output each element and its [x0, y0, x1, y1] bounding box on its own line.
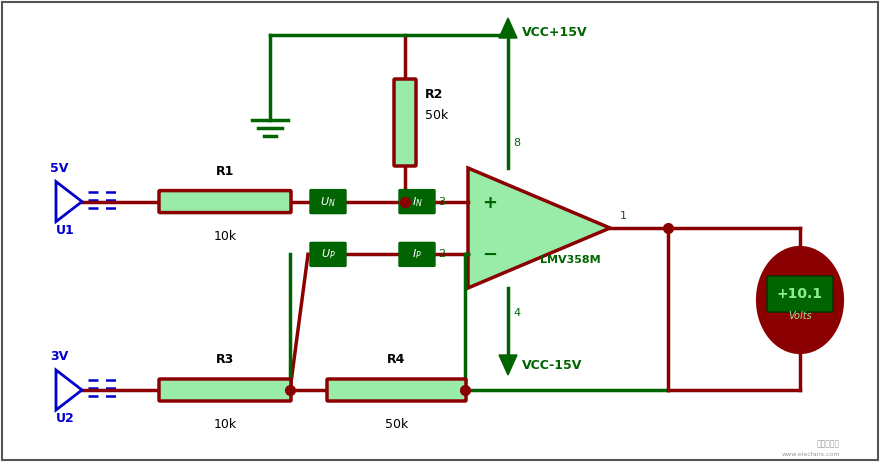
Polygon shape	[468, 168, 610, 288]
FancyBboxPatch shape	[159, 191, 291, 213]
FancyBboxPatch shape	[310, 242, 346, 266]
Text: $I_N$: $I_N$	[412, 195, 422, 208]
Text: +: +	[482, 193, 497, 212]
Text: 2: 2	[438, 249, 445, 259]
Text: 10k: 10k	[214, 230, 237, 243]
Text: −: −	[799, 334, 811, 350]
Text: 1: 1	[620, 211, 627, 221]
Text: VCC+15V: VCC+15V	[522, 26, 588, 39]
Text: R4: R4	[387, 353, 406, 366]
Text: 50k: 50k	[425, 108, 448, 121]
FancyBboxPatch shape	[399, 190, 435, 213]
Text: 3: 3	[438, 197, 445, 206]
Text: U2: U2	[56, 412, 75, 425]
FancyBboxPatch shape	[394, 79, 416, 166]
Text: 3V: 3V	[50, 350, 69, 363]
Text: www.elecfans.com: www.elecfans.com	[781, 452, 840, 457]
Text: R3: R3	[216, 353, 234, 366]
Polygon shape	[499, 355, 517, 375]
FancyBboxPatch shape	[327, 379, 466, 401]
Text: Volts: Volts	[788, 311, 812, 321]
Text: +: +	[799, 251, 811, 266]
Text: R2: R2	[425, 88, 444, 101]
Text: $U_N$: $U_N$	[320, 195, 336, 208]
Text: LMV358M: LMV358M	[539, 255, 600, 265]
Text: 8: 8	[513, 138, 520, 148]
FancyBboxPatch shape	[159, 379, 291, 401]
Text: $U_P$: $U_P$	[320, 247, 335, 261]
FancyBboxPatch shape	[767, 276, 833, 312]
Text: 50k: 50k	[385, 418, 408, 431]
Polygon shape	[499, 18, 517, 38]
Text: VCC-15V: VCC-15V	[522, 359, 583, 372]
FancyBboxPatch shape	[399, 242, 435, 266]
Text: +10.1: +10.1	[777, 287, 823, 301]
Ellipse shape	[758, 248, 842, 352]
FancyBboxPatch shape	[310, 190, 346, 213]
Text: R1: R1	[216, 165, 234, 178]
Text: 10k: 10k	[214, 418, 237, 431]
Text: U1: U1	[56, 224, 75, 237]
Text: −: −	[482, 246, 497, 265]
Text: 4: 4	[513, 308, 520, 318]
Text: 5V: 5V	[50, 162, 69, 174]
Text: 电子发烧友: 电子发烧友	[817, 439, 840, 449]
Text: $I_P$: $I_P$	[412, 247, 422, 261]
